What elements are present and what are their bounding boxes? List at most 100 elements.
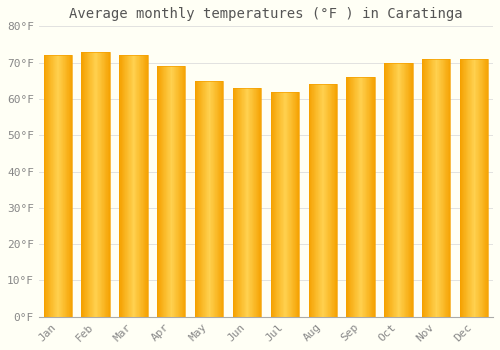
Bar: [346, 77, 347, 317]
Bar: [313, 84, 314, 317]
Bar: [367, 77, 368, 317]
Bar: [363, 77, 364, 317]
Bar: [365, 77, 366, 317]
Bar: [173, 66, 174, 317]
Bar: [157, 66, 186, 317]
Bar: [243, 88, 244, 317]
Bar: [316, 84, 317, 317]
Bar: [52, 55, 53, 317]
Bar: [215, 81, 216, 317]
Bar: [311, 84, 312, 317]
Bar: [433, 59, 434, 317]
Bar: [333, 84, 334, 317]
Bar: [255, 88, 256, 317]
Bar: [100, 52, 102, 317]
Bar: [366, 77, 367, 317]
Bar: [400, 63, 402, 317]
Bar: [364, 77, 365, 317]
Bar: [462, 59, 463, 317]
Bar: [204, 81, 205, 317]
Bar: [107, 52, 108, 317]
Bar: [389, 63, 390, 317]
Bar: [69, 55, 70, 317]
Bar: [82, 52, 83, 317]
Bar: [384, 63, 385, 317]
Bar: [223, 81, 224, 317]
Bar: [95, 52, 96, 317]
Bar: [220, 81, 221, 317]
Bar: [476, 59, 477, 317]
Bar: [275, 92, 276, 317]
Bar: [481, 59, 482, 317]
Bar: [197, 81, 198, 317]
Bar: [346, 77, 375, 317]
Bar: [160, 66, 161, 317]
Bar: [146, 55, 147, 317]
Bar: [177, 66, 178, 317]
Bar: [373, 77, 374, 317]
Bar: [432, 59, 433, 317]
Bar: [270, 92, 271, 317]
Bar: [53, 55, 54, 317]
Bar: [287, 92, 288, 317]
Bar: [135, 55, 136, 317]
Bar: [122, 55, 123, 317]
Bar: [167, 66, 168, 317]
Bar: [411, 63, 412, 317]
Bar: [487, 59, 488, 317]
Bar: [278, 92, 279, 317]
Bar: [347, 77, 348, 317]
Bar: [105, 52, 106, 317]
Bar: [477, 59, 478, 317]
Bar: [65, 55, 66, 317]
Bar: [213, 81, 214, 317]
Bar: [58, 55, 59, 317]
Bar: [82, 52, 110, 317]
Bar: [85, 52, 86, 317]
Bar: [212, 81, 213, 317]
Bar: [410, 63, 411, 317]
Bar: [424, 59, 425, 317]
Bar: [423, 59, 424, 317]
Bar: [435, 59, 436, 317]
Bar: [119, 55, 148, 317]
Bar: [241, 88, 242, 317]
Bar: [201, 81, 202, 317]
Bar: [56, 55, 57, 317]
Bar: [387, 63, 388, 317]
Bar: [441, 59, 442, 317]
Bar: [198, 81, 199, 317]
Bar: [294, 92, 295, 317]
Bar: [170, 66, 172, 317]
Bar: [99, 52, 100, 317]
Bar: [351, 77, 352, 317]
Bar: [464, 59, 465, 317]
Bar: [486, 59, 487, 317]
Bar: [67, 55, 68, 317]
Bar: [163, 66, 164, 317]
Bar: [236, 88, 237, 317]
Bar: [159, 66, 160, 317]
Bar: [132, 55, 133, 317]
Bar: [247, 88, 248, 317]
Bar: [385, 63, 386, 317]
Bar: [50, 55, 51, 317]
Bar: [138, 55, 139, 317]
Bar: [479, 59, 480, 317]
Bar: [147, 55, 148, 317]
Bar: [322, 84, 324, 317]
Bar: [63, 55, 64, 317]
Bar: [354, 77, 355, 317]
Bar: [358, 77, 359, 317]
Bar: [257, 88, 258, 317]
Bar: [442, 59, 443, 317]
Bar: [384, 63, 412, 317]
Bar: [199, 81, 200, 317]
Bar: [217, 81, 218, 317]
Bar: [207, 81, 208, 317]
Bar: [143, 55, 144, 317]
Bar: [371, 77, 372, 317]
Bar: [334, 84, 335, 317]
Bar: [314, 84, 315, 317]
Bar: [109, 52, 110, 317]
